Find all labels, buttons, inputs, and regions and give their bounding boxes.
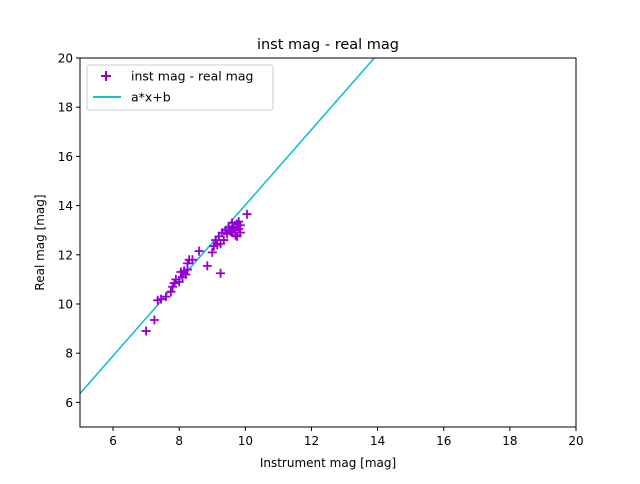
data-point [216,268,226,278]
legend-label-line: a*x+b [131,90,171,105]
legend-entry-scatter: inst mag - real mag [101,69,253,84]
data-point [174,277,184,287]
x-tick-label: 16 [436,434,451,448]
x-tick-label: 10 [238,434,253,448]
x-tick-label: 20 [568,434,583,448]
data-point [149,315,159,325]
x-axis-ticks: 6 8 10 12 14 16 18 20 [109,427,584,448]
data-point [161,292,171,302]
chart-title: inst mag - real mag [257,37,399,53]
data-point [242,209,252,219]
x-tick-label: 12 [304,434,319,448]
data-point [194,246,204,256]
x-tick-label: 18 [502,434,517,448]
data-point [156,294,166,304]
x-tick-label: 6 [109,434,117,448]
legend-box [86,64,274,111]
y-tick-label: 16 [58,150,73,164]
data-point [219,235,229,245]
data-point [207,247,217,257]
plot-frame [79,57,577,428]
y-tick-label: 18 [58,101,73,115]
y-tick-label: 8 [65,347,73,361]
data-point [235,220,245,230]
data-point [166,287,176,297]
data-point [230,230,240,240]
legend-entry-line: a*x+b [93,90,171,105]
legend-label-scatter: inst mag - real mag [131,69,253,84]
x-tick-label: 8 [175,434,183,448]
data-point [202,261,212,271]
y-tick-label: 12 [58,248,73,262]
y-tick-label: 14 [58,199,73,213]
data-point [187,255,197,265]
y-axis-label: Real mag [mag] [33,194,47,290]
y-axis-ticks: 6 8 10 12 14 16 18 20 [58,52,80,410]
legend: inst mag - real mag a*x+b [86,64,274,111]
x-tick-label: 14 [370,434,385,448]
data-point [181,269,191,279]
y-tick-label: 20 [58,52,73,66]
fit-line [80,58,375,395]
y-tick-label: 6 [65,396,73,410]
data-point [225,226,235,236]
y-tick-label: 10 [58,298,73,312]
plot-content [80,58,375,395]
legend-plus-marker [101,71,111,81]
data-point [141,326,151,336]
x-axis-label: Instrument mag [mag] [260,456,396,470]
